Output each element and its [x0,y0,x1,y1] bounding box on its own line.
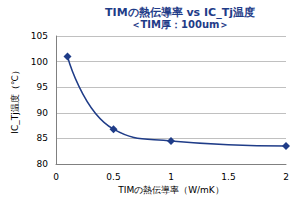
svg-text:0: 0 [53,172,59,182]
svg-text:1.5: 1.5 [221,172,235,182]
svg-text:105: 105 [31,31,48,41]
svg-text:100: 100 [31,57,48,67]
svg-text:2: 2 [283,172,289,182]
svg-text:TIMの熱伝導率 vs IC_Tj温度: TIMの熱伝導率 vs IC_Tj温度 [105,6,255,19]
svg-text:80: 80 [37,159,49,169]
svg-text:95: 95 [37,82,48,92]
svg-text:TIMの熱伝導率（W/mK）: TIMの熱伝導率（W/mK） [117,185,224,195]
svg-text:0.5: 0.5 [106,172,120,182]
svg-text:1: 1 [168,172,174,182]
svg-text:IC_Tj温度（℃）: IC_Tj温度（℃） [10,66,20,134]
svg-text:＜TIM厚：100um＞: ＜TIM厚：100um＞ [131,19,230,30]
svg-text:85: 85 [37,133,48,143]
svg-text:90: 90 [37,108,49,118]
